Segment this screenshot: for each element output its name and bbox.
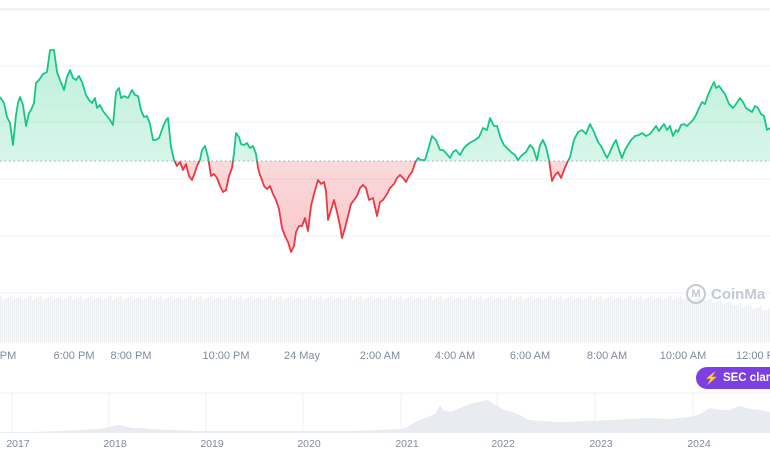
navigator-year-label: 2017 [6,438,30,450]
navigator-year-label: 2021 [395,438,419,450]
x-tick-label: 6:00 AM [509,350,551,362]
x-tick-label: 6:00 PM [53,350,95,362]
navigator-year-label: 2018 [103,438,127,450]
navigator-year-label: 2024 [687,438,711,450]
lightning-bolt-icon: ⚡ [704,371,719,385]
x-tick-label: PM [0,350,17,362]
x-tick-label: 4:00 AM [434,350,476,362]
x-tick-label: 8:00 AM [586,350,628,362]
sec-clarity-event-badge[interactable]: ⚡ SEC clarity [696,367,770,389]
navigator-year-label: 2020 [297,438,321,450]
coinmarketcap-logo-icon: M [686,284,706,304]
x-tick-label: 8:00 PM [110,350,152,362]
x-tick-label: 12:00 P [736,350,770,362]
volume-bars [0,296,770,342]
navigator-year-label: 2023 [589,438,613,450]
badge-label: SEC clarity [722,372,770,384]
coinmarketcap-watermark: M CoinMa [686,284,765,304]
navigator-year-label: 2019 [200,438,224,450]
x-tick-label: 24 May [283,350,321,362]
x-tick-label: 10:00 AM [659,350,707,362]
x-tick-label: 10:00 PM [202,350,250,362]
watermark-text: CoinMa [711,285,766,303]
navigator-year-label: 2022 [491,438,515,450]
x-tick-label: 2:00 AM [359,350,401,362]
